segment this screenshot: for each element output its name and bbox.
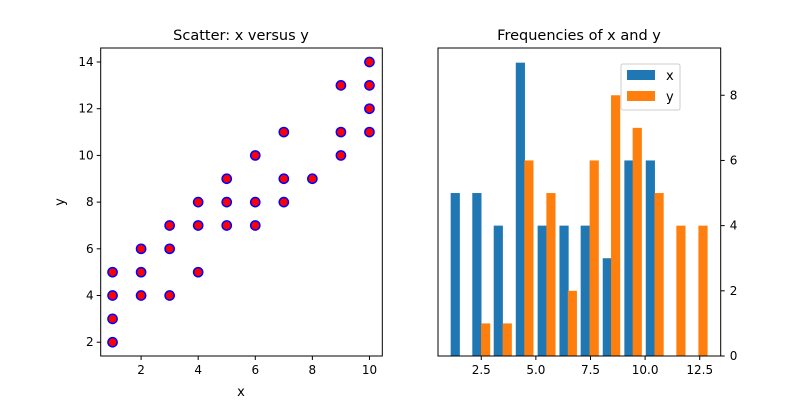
bar-y — [524, 160, 534, 356]
y-tick-label: 12 — [78, 102, 93, 116]
bar-y — [546, 193, 556, 356]
y-tick-label: 10 — [78, 148, 93, 162]
scatter-point — [107, 266, 118, 278]
x-tick-label: 10 — [362, 363, 377, 377]
bar-y — [502, 323, 512, 356]
scatter-point — [278, 196, 290, 208]
scatter-frame — [100, 47, 383, 357]
scatter-point — [364, 80, 375, 91]
scatter-point — [335, 126, 347, 138]
y-tick-label: 4 — [86, 289, 94, 303]
y-tick-label: 6 — [86, 242, 94, 256]
y-tick-label: 6 — [730, 153, 738, 167]
scatter-point — [278, 126, 290, 138]
bar-x — [537, 225, 547, 356]
bar-x — [450, 193, 460, 356]
scatter-axes: Scatter: x versus y x y 2 4 6 8 10 2 4 6 8 10 12 14 — [53, 28, 383, 400]
scatter-point — [135, 290, 147, 301]
scatter-point — [364, 56, 375, 68]
x-tick-label: 5.0 — [526, 363, 545, 377]
scatter-point — [164, 290, 175, 301]
bar-y — [632, 127, 642, 356]
x-tick-label: 7.5 — [581, 363, 600, 377]
bar-y — [698, 225, 708, 356]
scatter-point — [221, 196, 233, 208]
y-tick-label: 2 — [730, 284, 738, 298]
scatter-point — [249, 150, 261, 161]
bar-y — [611, 95, 621, 356]
scatter-point — [107, 336, 118, 348]
scatter-title: Scatter: x versus y — [173, 28, 309, 44]
bar-x — [580, 225, 590, 356]
scatter-point — [249, 196, 261, 208]
legend-label-y: y — [666, 90, 674, 105]
x-tick-label: 10.0 — [632, 363, 659, 377]
bar-x — [493, 225, 503, 356]
y-tick-label: 8 — [730, 88, 738, 102]
x-tick-label: 12.5 — [686, 363, 713, 377]
histogram-title: Frequencies of x and y — [497, 28, 661, 44]
legend-swatch-y — [627, 91, 655, 101]
scatter-point — [192, 220, 204, 231]
scatter-point — [335, 80, 347, 91]
scatter-point — [107, 290, 118, 301]
scatter-point — [249, 220, 261, 231]
scatter-point — [135, 266, 147, 278]
legend-swatch-x — [627, 70, 655, 80]
bar-x — [472, 193, 482, 356]
scatter-point — [192, 196, 204, 208]
x-tick-label: 8 — [309, 363, 317, 377]
bar-y — [481, 323, 491, 356]
bar-y — [676, 225, 686, 356]
legend: xy — [620, 63, 681, 111]
histogram-axes: Frequencies of x and y 2.5 5.0 7.5 10.0 12.5… — [437, 28, 738, 377]
legend-label-x: x — [666, 69, 674, 84]
bar-x — [559, 225, 569, 356]
scatter-point — [164, 243, 175, 255]
bar-y — [654, 193, 664, 356]
bar-x — [645, 160, 655, 356]
scatter-point — [221, 173, 233, 185]
bar-x — [602, 258, 612, 356]
y-tick-label: 4 — [730, 219, 738, 233]
scatter-xlabel: x — [237, 385, 245, 400]
y-tick-label: 8 — [86, 195, 94, 209]
bar-x — [515, 62, 525, 357]
x-tick-label: 2.5 — [472, 363, 491, 377]
scatter-point — [192, 266, 204, 278]
x-tick-label: 4 — [194, 363, 202, 377]
scatter-point — [221, 220, 233, 231]
bar-y — [567, 290, 577, 356]
x-tick-label: 2 — [137, 363, 145, 377]
scatter-point — [107, 313, 118, 325]
scatter-point — [364, 103, 375, 115]
bar-x — [624, 160, 634, 356]
bar-y — [589, 160, 599, 356]
scatter-point — [335, 150, 347, 161]
scatter-point — [164, 220, 175, 231]
y-tick-label: 0 — [730, 349, 738, 363]
x-tick-label: 6 — [251, 363, 259, 377]
scatter-point — [364, 126, 375, 138]
scatter-ylabel: y — [53, 198, 68, 206]
y-tick-label: 2 — [86, 335, 94, 349]
scatter-point — [278, 173, 290, 185]
histogram-frame — [437, 47, 722, 357]
scatter-point — [135, 243, 147, 255]
scatter-point — [307, 173, 318, 185]
y-tick-label: 14 — [78, 55, 93, 69]
